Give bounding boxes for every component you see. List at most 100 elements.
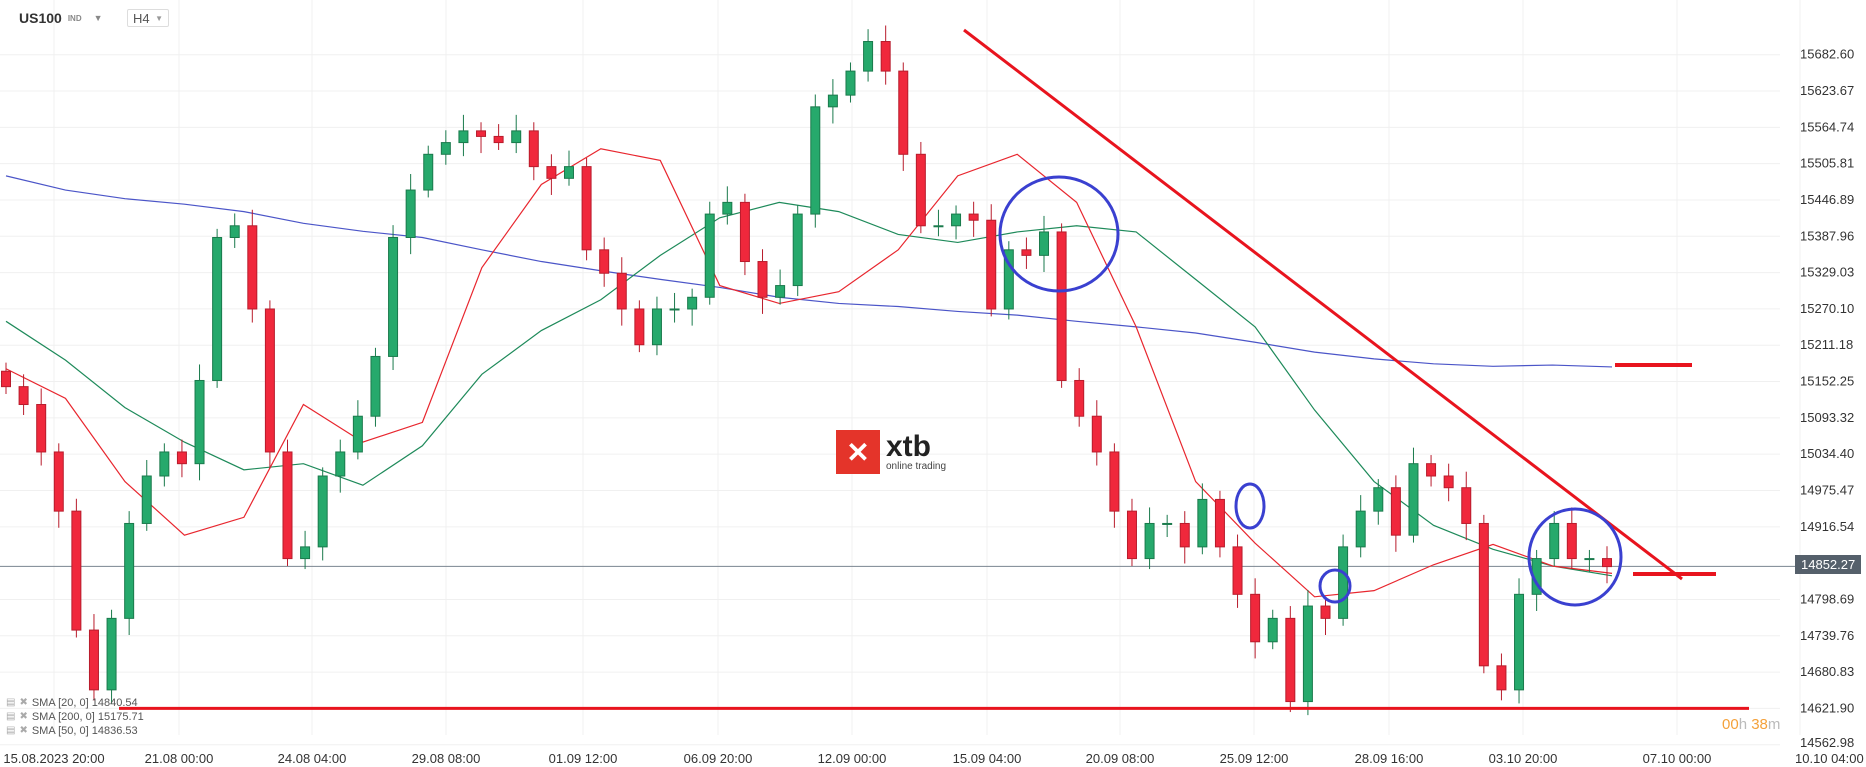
close-icon[interactable]: ✖ bbox=[19, 725, 28, 736]
y-tick-label: 15505.81 bbox=[1800, 156, 1854, 171]
candle-body bbox=[1021, 249, 1032, 256]
candle-body bbox=[1056, 231, 1067, 381]
candle-body bbox=[36, 404, 47, 453]
candle-body bbox=[1126, 510, 1137, 560]
candle-body bbox=[493, 135, 504, 144]
trend-line bbox=[963, 28, 1683, 581]
candle-body bbox=[88, 629, 99, 691]
x-tick-label: 01.09 12:00 bbox=[549, 751, 618, 766]
indicator-row[interactable]: ▤ ✖ SMA [50, 0] 14836.53 bbox=[6, 724, 144, 738]
candle-body bbox=[1003, 249, 1014, 310]
candle-body bbox=[757, 261, 768, 298]
y-tick-label: 14798.69 bbox=[1800, 591, 1854, 606]
y-tick-label: 15152.25 bbox=[1800, 374, 1854, 389]
x-tick-label: 15.09 04:00 bbox=[953, 751, 1022, 766]
candle-body bbox=[282, 451, 293, 560]
x-tick-label: 03.10 20:00 bbox=[1489, 751, 1558, 766]
y-tick-label: 14680.83 bbox=[1800, 664, 1854, 679]
candle-body bbox=[1197, 498, 1208, 548]
logo-brand: xtb bbox=[886, 429, 931, 463]
y-tick-label: 15211.18 bbox=[1800, 337, 1853, 352]
y-tick-label: 15093.32 bbox=[1800, 410, 1854, 425]
indicator-row[interactable]: ▤ ✖ SMA [200, 0] 15175.71 bbox=[6, 710, 144, 724]
candle-body bbox=[1390, 487, 1401, 536]
y-tick-label: 15329.03 bbox=[1800, 265, 1854, 280]
y-tick-label: 14739.76 bbox=[1800, 628, 1854, 643]
candle-body bbox=[106, 617, 117, 691]
candle-body bbox=[563, 166, 574, 179]
candle-body bbox=[1514, 593, 1525, 691]
y-tick-label: 14621.90 bbox=[1800, 700, 1854, 715]
candle-body bbox=[827, 94, 838, 108]
x-tick-label: 25.09 12:00 bbox=[1220, 751, 1289, 766]
x-tick-label: 24.08 04:00 bbox=[278, 751, 347, 766]
candle-body bbox=[1426, 463, 1437, 477]
timeframe-value: H4 bbox=[133, 10, 150, 26]
y-tick-label: 15564.74 bbox=[1800, 119, 1854, 134]
y-tick-label: 15387.96 bbox=[1800, 228, 1854, 243]
x-tick-label: 10.10 04:00 bbox=[1795, 751, 1864, 766]
annotations bbox=[119, 28, 1749, 710]
y-tick-label: 14975.47 bbox=[1800, 483, 1854, 498]
candle-body bbox=[634, 308, 645, 346]
candle-body bbox=[845, 70, 856, 96]
candle-body bbox=[300, 546, 311, 560]
chevron-down-icon[interactable]: ▼ bbox=[93, 13, 103, 23]
candle-body bbox=[352, 415, 363, 453]
candle-body bbox=[1320, 605, 1331, 619]
candle-body bbox=[915, 153, 926, 227]
settings-icon[interactable]: ▤ bbox=[6, 725, 16, 736]
candle-body bbox=[704, 213, 715, 298]
settings-icon[interactable]: ▤ bbox=[6, 697, 16, 708]
candle-body bbox=[528, 130, 539, 168]
candle-body bbox=[968, 213, 979, 221]
x-tick-label: 07.10 00:00 bbox=[1643, 751, 1712, 766]
candle-body bbox=[599, 249, 610, 274]
symbol-selector[interactable]: US100 IND ▼ bbox=[19, 10, 103, 26]
indicator-label: SMA [200, 0] 15175.71 bbox=[31, 711, 144, 723]
candle-body bbox=[1232, 546, 1243, 595]
sma20-line bbox=[5, 148, 1613, 598]
y-tick-label: 15446.89 bbox=[1800, 192, 1854, 207]
candle-body bbox=[739, 201, 750, 263]
candle-body bbox=[775, 285, 786, 298]
sma-lines bbox=[5, 148, 1613, 598]
y-tick-label: 15034.40 bbox=[1800, 446, 1854, 461]
close-icon[interactable]: ✖ bbox=[19, 697, 28, 708]
candle-body bbox=[1250, 593, 1261, 643]
highlight-circle bbox=[1318, 568, 1352, 604]
candle-body bbox=[986, 219, 997, 310]
candle-body bbox=[1355, 510, 1366, 548]
logo-tagline: online trading bbox=[886, 460, 947, 472]
xtb-logo-mark: ✕ bbox=[836, 430, 880, 474]
candle-body bbox=[141, 475, 152, 524]
close-icon[interactable]: ✖ bbox=[19, 711, 28, 722]
candle-body bbox=[616, 272, 627, 310]
candle-body bbox=[194, 379, 205, 465]
candle-body bbox=[1602, 558, 1612, 568]
candle-body bbox=[229, 225, 240, 238]
symbol-name: US100 bbox=[19, 10, 62, 26]
x-tick-label: 29.08 08:00 bbox=[412, 751, 481, 766]
x-tick-label: 06.09 20:00 bbox=[684, 751, 753, 766]
indicator-legend: ▤ ✖ SMA [20, 0] 14840.54 ▤ ✖ SMA [200, 0] 15… bbox=[6, 696, 144, 738]
candle-body bbox=[124, 522, 135, 619]
candle-body bbox=[1214, 498, 1225, 548]
candle-body bbox=[1338, 546, 1349, 619]
candle-body bbox=[1443, 475, 1454, 489]
indicator-row[interactable]: ▤ ✖ SMA [20, 0] 14840.54 bbox=[6, 696, 144, 710]
settings-icon[interactable]: ▤ bbox=[6, 711, 16, 722]
candle-body bbox=[176, 451, 187, 465]
timeframe-select[interactable]: H4 ▼ bbox=[127, 9, 169, 27]
candle-body bbox=[880, 41, 891, 72]
sma50-line bbox=[5, 201, 1613, 577]
candle-body bbox=[863, 41, 874, 72]
highlight-circle bbox=[1527, 507, 1623, 607]
candle-body bbox=[1, 370, 11, 388]
candle-body bbox=[1461, 487, 1472, 524]
y-tick-label: 14916.54 bbox=[1800, 519, 1854, 534]
candle-body bbox=[423, 153, 434, 191]
candle-body bbox=[511, 130, 522, 144]
candle-body bbox=[1074, 379, 1085, 417]
